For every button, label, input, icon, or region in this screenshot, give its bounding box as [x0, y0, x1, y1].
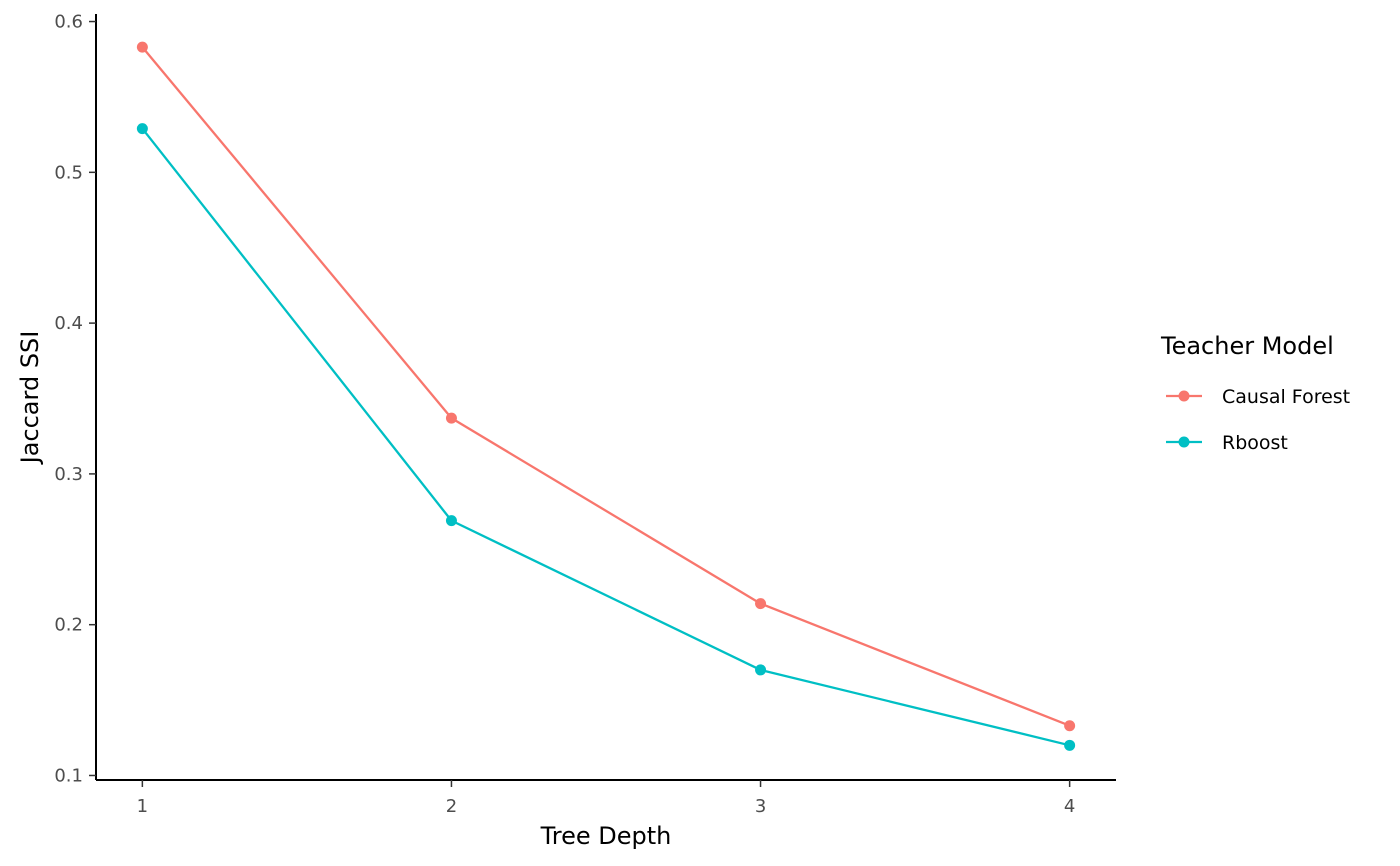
x-tick-label: 1: [137, 796, 148, 817]
legend-key-point: [1178, 390, 1190, 402]
legend-key-point: [1178, 436, 1190, 448]
legend-label: Rboost: [1222, 432, 1288, 454]
legend-title: Teacher Model: [1160, 332, 1334, 360]
y-axis-ticks: 0.1 0.2 0.3 0.4 0.5 0.6: [54, 12, 96, 786]
x-tick-label: 2: [446, 796, 457, 817]
series-line-1: [141, 127, 1070, 747]
legend: Teacher Model Causal Forest Rboost: [1160, 332, 1350, 454]
data-point: [755, 598, 767, 610]
y-tick-label: 0.4: [54, 313, 83, 334]
data-point: [136, 123, 148, 135]
data-point: [136, 41, 148, 53]
data-point: [1064, 720, 1076, 732]
y-tick-label: 0.5: [54, 162, 83, 183]
x-axis-title: Tree Depth: [540, 822, 672, 850]
x-tick-label: 4: [1064, 796, 1075, 817]
legend-label: Causal Forest: [1222, 386, 1350, 408]
series-layer: [136, 41, 1076, 751]
x-tick-label: 3: [755, 796, 766, 817]
y-tick-label: 0.6: [54, 12, 83, 33]
y-tick-label: 0.3: [54, 464, 83, 485]
y-axis-title: Jaccard SSI: [16, 331, 44, 466]
legend-items: Causal Forest Rboost: [1166, 386, 1350, 454]
y-tick-label: 0.2: [54, 615, 83, 636]
plot-area: 1 2 3 4 0.1 0.2 0.3 0.4 0.5 0.6: [54, 12, 1116, 817]
x-axis-ticks: 1 2 3 4: [137, 780, 1075, 817]
data-point: [1064, 739, 1076, 751]
data-point: [755, 664, 767, 676]
y-tick-label: 0.1: [54, 765, 83, 786]
data-point: [445, 515, 457, 527]
series-line-0: [141, 46, 1071, 727]
data-point: [445, 412, 457, 424]
